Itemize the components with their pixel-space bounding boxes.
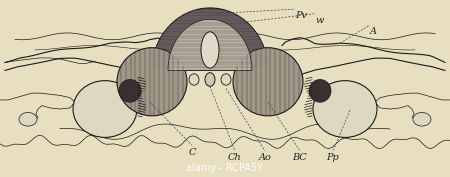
Ellipse shape [313,81,377,137]
Text: Ao: Ao [259,153,271,162]
Ellipse shape [19,112,37,126]
Polygon shape [168,19,252,70]
Ellipse shape [221,74,231,85]
Text: Pv: Pv [295,11,307,20]
Text: alamy - RCPA5Y: alamy - RCPA5Y [186,163,264,173]
Ellipse shape [413,112,431,126]
Ellipse shape [309,79,331,102]
Text: Pp: Pp [327,153,339,162]
Ellipse shape [233,48,303,116]
Ellipse shape [117,48,187,116]
Ellipse shape [189,74,199,85]
Ellipse shape [119,79,141,102]
Text: Ch: Ch [228,153,242,162]
Text: BC: BC [292,153,307,162]
Text: A: A [370,27,377,36]
Polygon shape [152,8,268,70]
Text: C: C [188,148,196,157]
Ellipse shape [73,81,137,137]
Ellipse shape [205,73,215,86]
Text: w: w [315,16,324,25]
Ellipse shape [201,32,219,68]
